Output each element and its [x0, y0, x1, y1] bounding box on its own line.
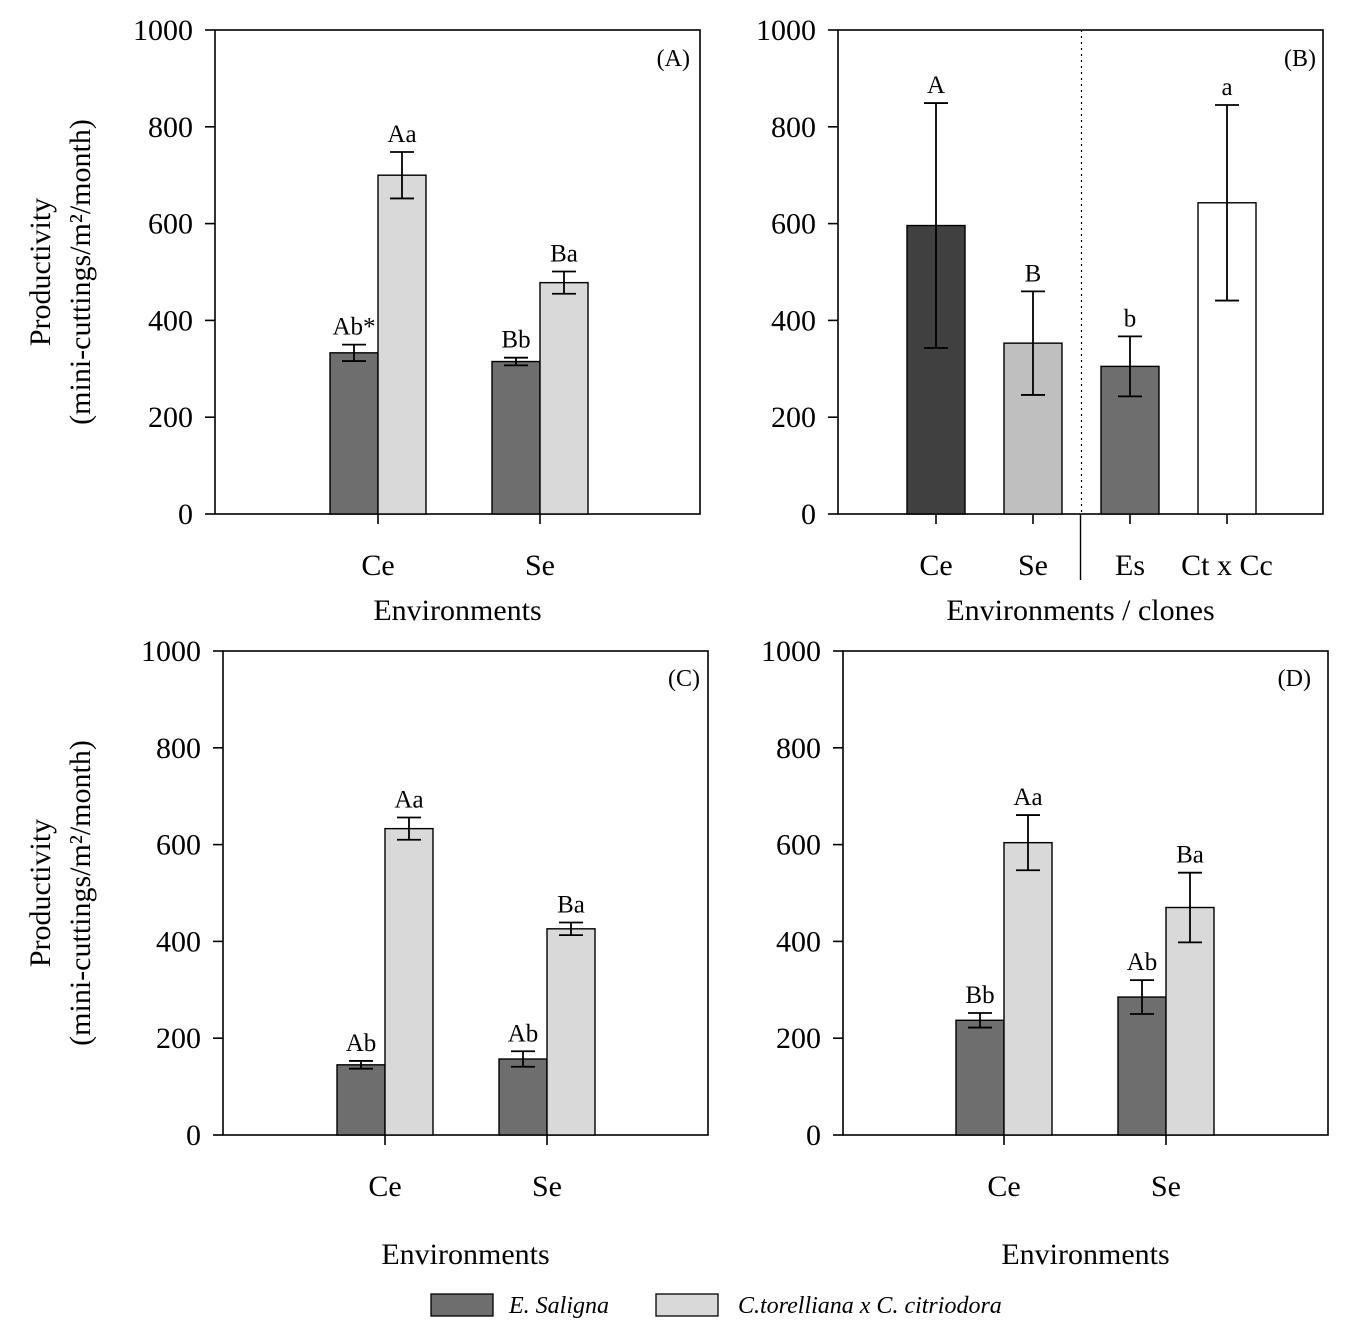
panel-a-ytick-label: 600 — [148, 208, 193, 241]
panel-c-s1-c1-letter: Ba — [557, 892, 585, 919]
panel-c-ytick-label: 1000 — [141, 635, 201, 668]
panel-c-s1-c0-bar — [384, 827, 434, 1136]
panel-a-s0-c1-letter: Bb — [501, 327, 530, 354]
panel-b-xtick-label: Se — [1018, 549, 1048, 582]
panel-a-ytick-label: 0 — [178, 498, 193, 531]
panel-c-label: (C) — [668, 666, 700, 692]
panel-a-s1-c0-bar — [377, 174, 427, 515]
panel-c-ytick-label: 600 — [156, 829, 201, 862]
panel-a-s0-c0-bar — [329, 352, 379, 515]
panel-d-s0-c0-letter: Bb — [965, 982, 994, 1009]
panel-b-xtick-label: Ct x Cc — [1181, 549, 1273, 582]
panel-c-s0-c1-letter: Ab — [508, 1020, 539, 1047]
panel-c-s0-c1-bar — [498, 1058, 548, 1136]
panel-a-s0-c1-bar — [491, 360, 541, 515]
panel-b-b3-letter: a — [1221, 74, 1232, 101]
panel-c-ytick-label: 200 — [156, 1022, 201, 1055]
panel-b-ytick-label: 1000 — [756, 14, 816, 47]
panel-c-ylabel-line1: Productivity — [24, 819, 57, 967]
panel-a-ytick-label: 800 — [148, 111, 193, 144]
panel-a-label: (A) — [657, 46, 690, 72]
panel-a-s1-c1-bar — [539, 281, 589, 515]
panel-c-ytick-label: 800 — [156, 732, 201, 765]
panel-b-xlabel: Environments / clones — [946, 594, 1214, 627]
panel-c-ytick-label: 0 — [186, 1119, 201, 1152]
panel-a-s1-c1-letter: Ba — [550, 241, 578, 268]
panel-b-xtick-label: Es — [1115, 549, 1145, 582]
panel-a-ytick-label: 1000 — [133, 14, 193, 47]
panel-a-s1-c0-letter: Aa — [387, 121, 416, 148]
panel-d-ytick-label: 400 — [776, 925, 821, 958]
panel-c-s0-c0-letter: Ab — [346, 1030, 377, 1057]
panel-d-ytick-label: 0 — [806, 1119, 821, 1152]
panel-b-ytick-label: 800 — [771, 111, 816, 144]
panel-a-ylabel-line1: Productivity — [24, 198, 57, 346]
panel-c-s0-c0-bar — [336, 1064, 386, 1136]
legend-swatch-1 — [655, 1293, 719, 1317]
panel-d-s0-c0-bar — [955, 1019, 1005, 1136]
panel-d-xtick-label: Se — [1151, 1170, 1181, 1203]
panel-d-s0-c1-bar — [1117, 996, 1167, 1136]
panel-d-label: (D) — [1278, 666, 1311, 692]
panel-b-b2-letter: b — [1124, 305, 1137, 332]
panel-b-ytick-label: 200 — [771, 401, 816, 434]
panel-b-ytick-label: 400 — [771, 304, 816, 337]
panel-c-ylabel-line2: (mini-cuttings/m²/month) — [64, 740, 97, 1046]
legend-swatch-0 — [430, 1293, 494, 1317]
panel-b-ytick-label: 0 — [801, 498, 816, 531]
panel-d-frame — [842, 650, 1329, 1136]
panel-b-label: (B) — [1284, 46, 1316, 72]
legend-label-0: E. Saligna — [508, 1293, 609, 1319]
panel-b-ytick-label: 600 — [771, 208, 816, 241]
panel-d-s1-c1-letter: Ba — [1176, 842, 1204, 869]
panel-a-s0-c0-letter: Ab* — [332, 314, 375, 341]
panel-d-ytick-label: 200 — [776, 1022, 821, 1055]
panel-c-ytick-label: 400 — [156, 925, 201, 958]
panel-b-b0-letter: A — [927, 72, 945, 99]
panel-b-b1-letter: B — [1025, 260, 1042, 287]
panel-d-s1-c0-letter: Aa — [1013, 784, 1042, 811]
legend-label-1: C.torelliana x C. citriodora — [738, 1293, 1002, 1319]
panel-a-ylabel-line2: (mini-cuttings/m²/month) — [64, 119, 97, 425]
panel-d-ytick-label: 800 — [776, 732, 821, 765]
panel-a-frame — [214, 29, 701, 515]
panel-c-xtick-label: Se — [532, 1170, 562, 1203]
panel-a-ytick-label: 400 — [148, 304, 193, 337]
panel-d-xlabel: Environments — [1001, 1238, 1169, 1271]
panel-a-xtick-label: Ce — [361, 549, 394, 582]
panel-d-ytick-label: 1000 — [761, 635, 821, 668]
panel-a-ytick-label: 200 — [148, 401, 193, 434]
panel-c-frame — [222, 650, 709, 1136]
panel-a-xtick-label: Se — [525, 549, 555, 582]
panel-b-xtick-label: Ce — [919, 549, 952, 582]
panel-a-xlabel: Environments — [373, 594, 541, 627]
panel-d-s0-c1-letter: Ab — [1127, 949, 1158, 976]
panel-c-s1-c0-letter: Aa — [394, 786, 423, 813]
panel-c-xlabel: Environments — [381, 1238, 549, 1271]
panel-d-s1-c0-bar — [1003, 841, 1053, 1136]
panel-d-ytick-label: 600 — [776, 829, 821, 862]
panel-d-xtick-label: Ce — [987, 1170, 1020, 1203]
panel-c-xtick-label: Ce — [368, 1170, 401, 1203]
panel-c-s1-c1-bar — [546, 928, 596, 1136]
